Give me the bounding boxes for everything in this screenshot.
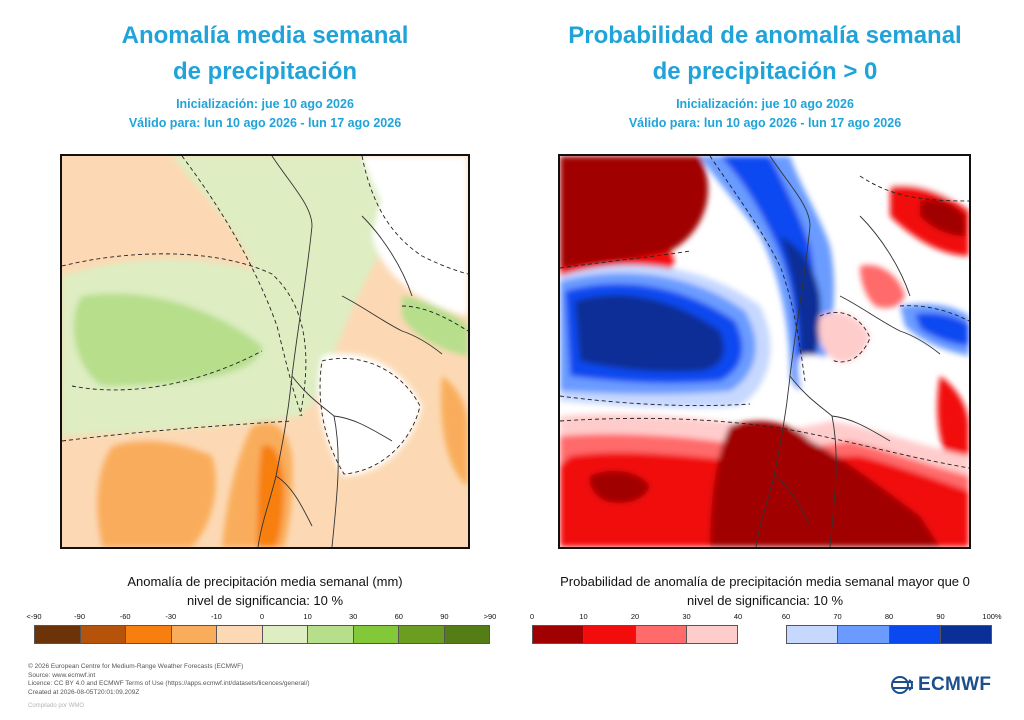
left-caption-line-1: Anomalía de precipitación media semanal … bbox=[127, 574, 403, 589]
legend-swatch bbox=[940, 626, 991, 643]
legend-swatch bbox=[126, 626, 172, 643]
legend-tick-label: -60 bbox=[119, 612, 131, 621]
right-caption-line-2: nivel de significancia: 10 % bbox=[686, 593, 844, 608]
footer-created: Created at 2026-08-05T20:01:09.209Z bbox=[28, 688, 140, 696]
right-title-line-2: de precipitación > 0 bbox=[652, 58, 878, 85]
legend-tick-label: -10 bbox=[210, 612, 222, 621]
right-title: Probabilidad de anomalía semanal de prec… bbox=[540, 18, 990, 90]
legend-tick-label: -90 bbox=[74, 612, 86, 621]
legend-tick-label: 60 bbox=[394, 612, 403, 621]
probability-map bbox=[558, 154, 971, 549]
left-legend-ticks: <-90 -90 -60 -30 -10 0 10 30 60 90 >90 bbox=[26, 612, 496, 624]
legend-swatch bbox=[635, 626, 687, 643]
right-title-line-1: Probabilidad de anomalía semanal bbox=[568, 22, 962, 49]
ecmwf-logo: ECMWF bbox=[891, 674, 992, 695]
ecmwf-logo-text: ECMWF bbox=[918, 674, 992, 695]
left-title-line-1: Anomalía media semanal bbox=[121, 22, 409, 49]
legend-swatch bbox=[584, 626, 636, 643]
right-valid-range: Válido para: lun 10 ago 2026 - lun 17 ag… bbox=[628, 116, 902, 130]
footer-credits: © 2026 European Centre for Medium-Range … bbox=[28, 663, 310, 697]
right-legend-ticks-high: 60 70 80 90 100% bbox=[782, 612, 1002, 624]
right-init-date: Inicialización: jue 10 ago 2026 bbox=[676, 97, 854, 111]
legend-swatch bbox=[353, 626, 399, 643]
probability-map-canvas bbox=[560, 156, 969, 547]
legend-tick-label: >90 bbox=[483, 612, 497, 621]
legend-tick-label: <-90 bbox=[26, 612, 42, 621]
left-colorbar bbox=[34, 625, 490, 644]
legend-tick-label: 70 bbox=[833, 612, 842, 621]
legend-tick-label: 30 bbox=[349, 612, 358, 621]
right-legend-ticks-low: 0 10 20 30 40 bbox=[529, 612, 742, 624]
legend-swatch bbox=[787, 626, 839, 643]
legend-tick-label: 100% bbox=[982, 612, 1002, 621]
legend-swatch bbox=[171, 626, 217, 643]
legend-tick-label: 60 bbox=[781, 612, 791, 621]
legend-tick-label: 20 bbox=[630, 612, 640, 621]
legend-swatch bbox=[35, 626, 81, 643]
footer-faint-note: Compilado por WMO bbox=[28, 703, 85, 709]
footer-copyright: © 2026 European Centre for Medium-Range … bbox=[28, 663, 244, 670]
left-title: Anomalía media semanal de precipitación bbox=[60, 18, 470, 90]
left-init-date: Inicialización: jue 10 ago 2026 bbox=[176, 97, 354, 111]
legend-swatch bbox=[217, 626, 263, 643]
legend-swatch bbox=[262, 626, 308, 643]
legend-swatch bbox=[80, 626, 126, 643]
left-caption-line-2: nivel de significancia: 10 % bbox=[186, 593, 344, 608]
legend-tick-label: -30 bbox=[165, 612, 177, 621]
right-caption: Probabilidad de anomalía de precipitació… bbox=[530, 572, 1000, 610]
legend-tick-label: 10 bbox=[303, 612, 312, 621]
anomaly-map bbox=[60, 154, 470, 549]
anomaly-map-canvas bbox=[62, 156, 468, 547]
legend-swatch bbox=[686, 626, 737, 643]
legend-tick-label: 90 bbox=[440, 612, 449, 621]
legend-swatch bbox=[399, 626, 445, 643]
legend-swatch bbox=[889, 626, 941, 643]
legend-tick-label: 30 bbox=[682, 612, 691, 621]
right-subtitle: Inicialización: jue 10 ago 2026 Válido p… bbox=[540, 95, 990, 133]
legend-tick-label: 0 bbox=[529, 612, 535, 621]
legend-swatch bbox=[838, 626, 890, 643]
left-valid-range: Válido para: lun 10 ago 2026 - lun 17 ag… bbox=[128, 116, 402, 130]
left-caption: Anomalía de precipitación media semanal … bbox=[60, 572, 470, 610]
legend-tick-label: 80 bbox=[884, 612, 894, 621]
legend-swatch bbox=[308, 626, 354, 643]
footer-source: Source: www.ecmwf.int bbox=[28, 671, 96, 679]
legend-tick-label: 90 bbox=[936, 612, 945, 621]
legend-swatch bbox=[444, 626, 489, 643]
legend-tick-label: 10 bbox=[579, 612, 588, 621]
legend-tick-label: 0 bbox=[259, 612, 265, 621]
footer-licence: Licence: CC BY 4.0 and ECMWF Terms of Us… bbox=[28, 680, 310, 688]
legend-tick-label: 40 bbox=[733, 612, 743, 621]
left-title-line-2: de precipitación bbox=[172, 58, 358, 85]
right-colorbar-low bbox=[532, 625, 738, 644]
legend-swatch bbox=[533, 626, 585, 643]
left-subtitle: Inicialización: jue 10 ago 2026 Válido p… bbox=[60, 95, 470, 133]
ecmwf-logo-icon bbox=[891, 676, 913, 694]
right-colorbar-high bbox=[786, 625, 992, 644]
right-caption-line-1: Probabilidad de anomalía de precipitació… bbox=[560, 574, 970, 589]
